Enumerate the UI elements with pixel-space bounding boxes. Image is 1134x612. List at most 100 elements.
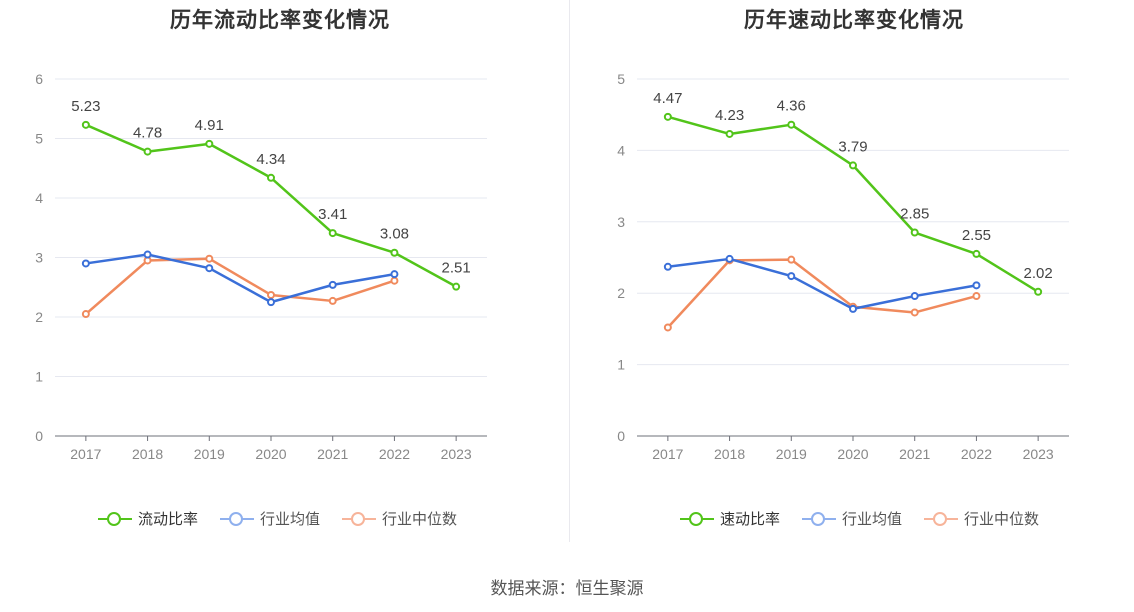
legend-marker-blue [220, 511, 255, 526]
data-point [787, 120, 796, 129]
data-label: 4.34 [256, 151, 285, 168]
data-point [787, 272, 796, 281]
data-point [205, 139, 214, 148]
data-label: 5.23 [71, 98, 100, 115]
data-point [663, 112, 672, 121]
legend-label: 行业均值 [260, 511, 321, 528]
y-tick-label: 1 [35, 369, 43, 385]
data-point [972, 281, 981, 290]
x-tick-label: 2021 [899, 446, 930, 462]
data-label: 2.02 [1024, 265, 1053, 282]
data-point [972, 249, 981, 258]
data-point [328, 229, 337, 238]
data-point [910, 292, 919, 301]
chart-divider [569, 0, 570, 542]
data-point [663, 262, 672, 271]
data-point [143, 147, 152, 156]
data-label: 3.41 [318, 206, 347, 223]
legend-label: 行业均值 [842, 511, 903, 528]
legend-item-quick-ratio[interactable]: 速动比率 [680, 508, 780, 529]
data-point [328, 280, 337, 289]
legend-label: 行业中位数 [964, 511, 1040, 528]
data-point [849, 304, 857, 313]
y-tick-label: 2 [617, 285, 625, 301]
legend-marker-orange [924, 511, 959, 526]
series-line [667, 257, 977, 311]
legend-item-industry-median[interactable]: 行业中位数 [924, 508, 1039, 529]
data-point [725, 254, 734, 263]
y-tick-label: 0 [35, 428, 43, 444]
data-label: 4.23 [715, 107, 744, 124]
y-tick-label: 2 [35, 309, 43, 325]
x-tick-label: 2023 [1023, 446, 1054, 462]
data-point [849, 161, 857, 170]
legend-label: 行业中位数 [382, 511, 458, 528]
data-point [205, 264, 214, 273]
x-tick-label: 2020 [837, 446, 868, 462]
data-label: 4.47 [653, 90, 682, 107]
x-tick-label: 2017 [70, 446, 101, 462]
data-point [81, 120, 90, 129]
x-tick-label: 2019 [194, 446, 225, 462]
data-point [972, 292, 981, 301]
x-tick-label: 2018 [132, 446, 163, 462]
data-point [787, 255, 796, 264]
data-label: 3.79 [838, 138, 867, 155]
data-point [1034, 287, 1043, 296]
series-line [85, 253, 395, 304]
x-tick-label: 2019 [776, 446, 807, 462]
data-point [452, 282, 461, 291]
legend-item-current-ratio[interactable]: 流动比率 [98, 508, 198, 529]
data-label: 2.85 [900, 206, 929, 223]
y-tick-label: 6 [35, 71, 43, 87]
y-tick-label: 4 [617, 142, 625, 158]
data-point [267, 298, 275, 307]
quick-ratio-chart: 0 1 2 3 4 5 2017 2018 2019 2020 2021 2022 2023 4.47 4.… [617, 71, 1069, 462]
current-ratio-chart: 0 1 2 3 4 5 6 2017 2018 2019 2020 2021 2022 2023 5.23 4… [35, 71, 487, 462]
y-tick-label: 3 [35, 250, 43, 266]
data-point [81, 310, 90, 319]
y-tick-label: 5 [35, 131, 43, 147]
data-label: 4.78 [133, 125, 162, 142]
legend-marker-blue [802, 511, 837, 526]
legend-item-industry-average[interactable]: 行业均值 [802, 508, 902, 529]
data-point [663, 323, 672, 332]
data-point [725, 129, 734, 138]
series-line [666, 258, 977, 329]
y-tick-label: 5 [617, 71, 625, 87]
x-tick-label: 2023 [441, 446, 472, 462]
x-tick-label: 2022 [379, 446, 410, 462]
legend-item-industry-median[interactable]: 行业中位数 [342, 508, 457, 529]
x-tick-label: 2020 [255, 446, 286, 462]
legend-label: 速动比率 [720, 511, 781, 528]
y-tick-label: 3 [617, 214, 625, 230]
y-tick-label: 0 [617, 428, 625, 444]
data-point [910, 228, 919, 237]
data-point [390, 248, 399, 257]
data-point [205, 254, 214, 263]
legend-marker-green [680, 511, 714, 526]
legend-label: 流动比率 [138, 511, 199, 528]
data-point [81, 259, 90, 268]
data-point [143, 250, 152, 259]
legend-marker-orange [342, 511, 377, 526]
data-point [267, 173, 275, 182]
data-point [910, 308, 919, 317]
data-label: 4.91 [195, 117, 224, 134]
x-tick-label: 2017 [652, 446, 683, 462]
data-label: 3.08 [380, 226, 409, 243]
data-label: 2.51 [442, 260, 471, 277]
y-tick-label: 1 [617, 357, 625, 373]
legend-item-industry-average[interactable]: 行业均值 [220, 508, 320, 529]
legend-marker-green [98, 511, 132, 526]
data-point [267, 290, 275, 299]
series-line [85, 123, 457, 288]
data-label: 4.36 [777, 98, 806, 115]
data-source: 数据来源：恒生聚源 [490, 579, 644, 598]
x-tick-label: 2022 [961, 446, 992, 462]
data-label: 2.55 [962, 227, 991, 244]
x-tick-label: 2018 [714, 446, 745, 462]
x-tick-label: 2021 [317, 446, 348, 462]
data-point [390, 276, 399, 285]
chart-title-current-ratio: 历年流动比率变化情况 [170, 9, 390, 32]
